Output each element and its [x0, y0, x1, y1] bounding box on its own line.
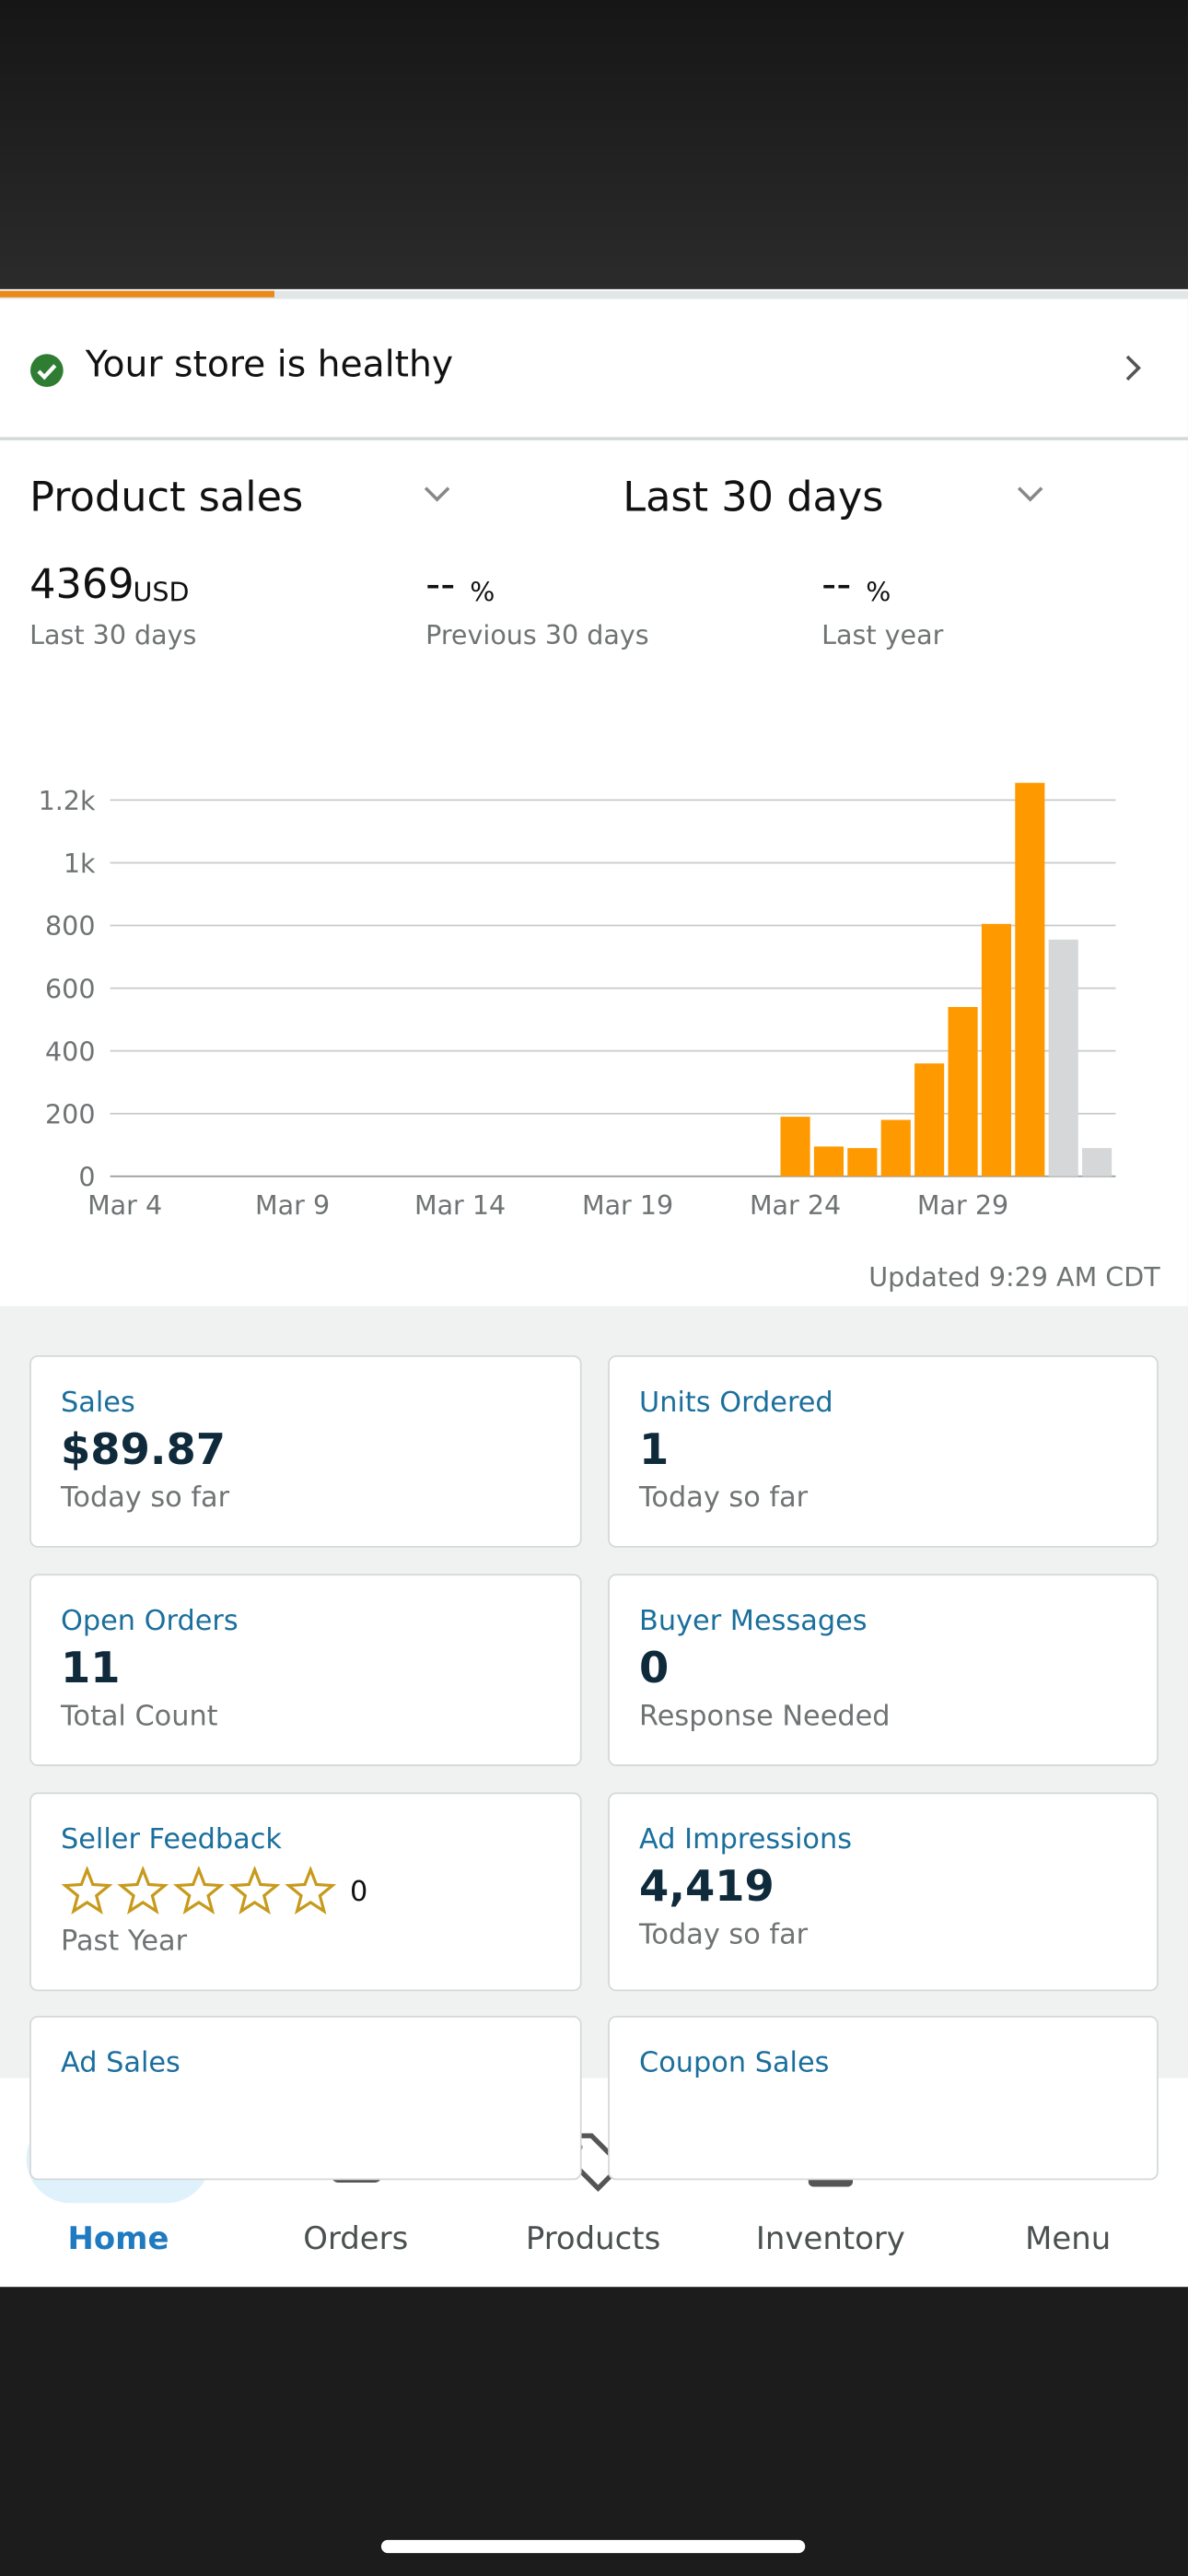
card-value: 0: [639, 1644, 670, 1694]
bar: [948, 1007, 978, 1177]
card[interactable]: Coupon Sales: [608, 2015, 1159, 2181]
chevron-down: [424, 486, 450, 502]
summary-unit: %: [470, 576, 495, 608]
summary-value: --: [425, 560, 456, 608]
star: [172, 1866, 225, 1915]
card-title: Sales: [61, 1387, 135, 1420]
metric-select[interactable]: Product sales: [29, 473, 304, 521]
nav-label[interactable]: Home: [67, 2220, 169, 2258]
stars: [61, 1866, 337, 1915]
bar: [847, 1148, 878, 1177]
nav-label[interactable]: Products: [525, 2220, 661, 2258]
card-subtitle: Today so far: [639, 1481, 809, 1516]
summary-unit: %: [866, 576, 891, 608]
star: [285, 1866, 337, 1915]
x-tick-label: Mar 14: [414, 1190, 506, 1221]
y-tick-label: 600: [45, 974, 95, 1004]
nav-label[interactable]: Inventory: [755, 2220, 905, 2258]
card-subtitle: Total Count: [61, 1700, 218, 1734]
status-area: [0, 0, 1188, 289]
y-tick-label: 0: [78, 1162, 95, 1192]
summary-value: 4369: [29, 560, 134, 608]
card-title: Seller Feedback: [61, 1823, 283, 1857]
nav-label[interactable]: Orders: [303, 2220, 409, 2258]
card-value: $89.87: [61, 1425, 227, 1476]
star: [228, 1866, 281, 1915]
card-title: Units Ordered: [639, 1387, 833, 1420]
health-text: Your store is healthy: [85, 345, 454, 387]
x-tick-label: Mar 9: [255, 1190, 330, 1221]
y-tick-label: 400: [45, 1036, 95, 1067]
card[interactable]: Seller Feedback 0 Past Year: [29, 1792, 582, 1992]
bar: [1015, 782, 1045, 1177]
bar: [813, 1146, 844, 1177]
card-value: 11: [61, 1644, 121, 1694]
bar: [880, 1119, 911, 1177]
progress-track: [0, 290, 1188, 299]
y-tick-label: 200: [45, 1099, 95, 1130]
card-subtitle: Response Needed: [639, 1700, 891, 1734]
feedback-count: 0: [350, 1876, 368, 1910]
x-tick-label: Mar 24: [750, 1190, 841, 1221]
card[interactable]: Units Ordered 1 Today so far: [608, 1355, 1159, 1548]
card-subtitle: Past Year: [61, 1925, 188, 1959]
card-title: Buyer Messages: [639, 1605, 868, 1638]
health-row[interactable]: Your store is healthy: [0, 299, 1188, 440]
card[interactable]: Buyer Messages 0 Response Needed: [608, 1574, 1159, 1766]
card[interactable]: Open Orders 11 Total Count: [29, 1574, 582, 1766]
system-bar: [0, 2287, 1188, 2576]
chart: 0 200 400 600 800 1k 1.2k Mar 4 Mar 9 Mar 14 Mar 1…: [39, 782, 1116, 1221]
summary-unit: USD: [133, 576, 190, 608]
card-title: Ad Impressions: [639, 1823, 852, 1857]
card[interactable]: Ad Impressions 4,419 Today so far: [608, 1792, 1159, 1992]
range-select[interactable]: Last 30 days: [623, 473, 884, 521]
updated-text: Updated 9:29 AM CDT: [868, 1261, 1160, 1294]
y-tick-label: 800: [45, 911, 95, 942]
summary-value: --: [821, 560, 852, 608]
summary-label: Last year: [821, 619, 944, 651]
x-tick-label: Mar 4: [87, 1190, 162, 1221]
bar: [780, 1117, 810, 1177]
chevron-right: [1125, 355, 1141, 381]
card-subtitle: Today so far: [61, 1481, 230, 1516]
check-icon: [30, 354, 64, 387]
chevron-down: [1017, 486, 1043, 502]
star: [117, 1866, 169, 1915]
summary-label: Previous 30 days: [425, 619, 649, 651]
bar: [1048, 939, 1078, 1177]
card[interactable]: Ad Sales: [29, 2015, 582, 2181]
home-indicator: [380, 2539, 806, 2554]
card-title: Coupon Sales: [639, 2046, 830, 2080]
card-title: Ad Sales: [61, 2046, 181, 2080]
summary-label: Last 30 days: [29, 619, 197, 651]
card[interactable]: Sales $89.87 Today so far: [29, 1355, 582, 1548]
nav-label[interactable]: Menu: [1025, 2220, 1112, 2258]
y-tick-label: 1k: [64, 849, 96, 879]
card-value: 4,419: [639, 1863, 775, 1913]
y-tick-label: 1.2k: [39, 786, 96, 816]
bar: [914, 1063, 945, 1177]
card-title: Open Orders: [61, 1605, 239, 1638]
bar: [981, 923, 1011, 1177]
star: [61, 1866, 113, 1915]
progress-fill: [0, 290, 274, 298]
x-tick-label: Mar 19: [582, 1190, 673, 1221]
card-value: 1: [639, 1425, 670, 1476]
x-tick-label: Mar 29: [917, 1190, 1008, 1221]
card-subtitle: Today so far: [639, 1918, 809, 1952]
bar: [1082, 1148, 1112, 1177]
